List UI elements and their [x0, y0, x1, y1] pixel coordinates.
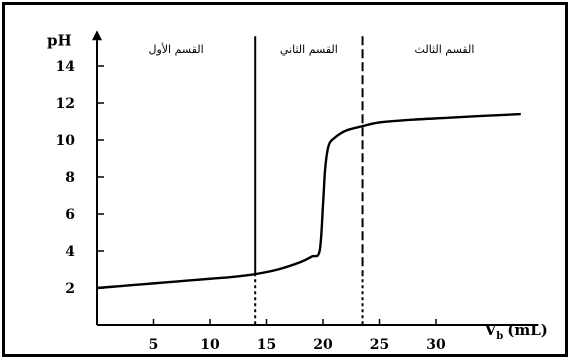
region-boundaries	[254, 36, 364, 325]
y-tick-label: 4	[65, 244, 75, 260]
x-axis-label: Vb (mL)	[484, 321, 548, 342]
y-axis-label: pH	[47, 31, 72, 49]
series	[96, 112, 521, 290]
y-tick-label: 6	[65, 207, 75, 223]
y-tick-label: 10	[56, 133, 76, 149]
region-label: القسم الثاني	[280, 43, 338, 56]
x-tick-label: 15	[257, 337, 276, 353]
region-label: القسم الأول	[148, 42, 203, 56]
x-tick-label: 25	[370, 337, 389, 353]
x-axis-label-unit: (mL)	[507, 321, 548, 339]
x-tick-label: 20	[313, 337, 333, 353]
y-axis-arrow	[92, 30, 102, 41]
x-axis-label-subscript: b	[496, 331, 503, 342]
region-labels: القسم الأول القسم الثاني القسم الثالث	[148, 42, 474, 56]
titration-curve-line	[96, 112, 521, 290]
axes	[92, 30, 539, 326]
y-tick-label: 2	[65, 281, 75, 297]
y-tick-label: 8	[65, 170, 75, 186]
y-tick-label: 12	[56, 96, 75, 112]
x-axis-label-main: V	[484, 321, 497, 339]
x-tick-label: 5	[149, 337, 159, 353]
y-tick-label: 14	[56, 59, 76, 75]
region-label: القسم الثالث	[415, 43, 475, 56]
ticks: 5 10 15 20 25 30 2 4 6 8 10 12 14	[56, 59, 446, 353]
x-tick-label: 10	[200, 337, 220, 353]
x-tick-label: 30	[426, 337, 446, 353]
